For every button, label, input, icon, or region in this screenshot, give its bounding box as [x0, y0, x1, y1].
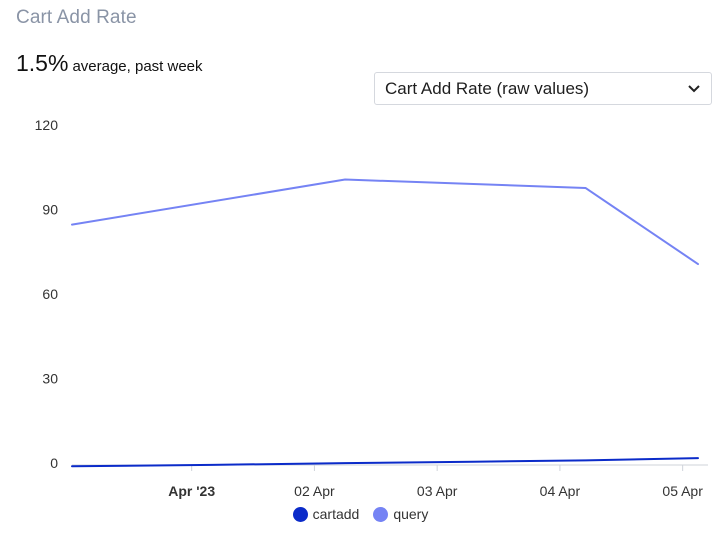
series-line-query — [71, 178, 699, 266]
metric-dropdown-label: Cart Add Rate (raw values) — [385, 78, 590, 98]
x-tick-label: 03 Apr — [417, 483, 458, 499]
legend-swatch — [373, 506, 389, 522]
chart-legend: cartadd query — [0, 506, 721, 522]
chevron-down-icon — [687, 84, 701, 94]
legend-item-cartadd[interactable]: cartadd — [292, 506, 360, 522]
y-tick-label: 0 — [50, 455, 58, 471]
chart-title: Cart Add Rate — [16, 7, 137, 28]
y-tick-label: 30 — [42, 371, 58, 387]
x-tick-label: 05 Apr — [662, 483, 703, 499]
x-tick-label: 02 Apr — [294, 483, 335, 499]
metric-dropdown[interactable]: Cart Add Rate (raw values) — [374, 72, 712, 105]
y-tick-label: 120 — [35, 117, 59, 133]
legend-label: cartadd — [312, 506, 360, 522]
legend-label: query — [393, 506, 429, 522]
y-tick-label: 90 — [42, 202, 58, 218]
x-tick-label: 04 Apr — [540, 483, 581, 499]
stat-value: 1.5% — [16, 50, 69, 76]
stat-caption: average, past week — [72, 58, 203, 75]
legend-swatch — [292, 506, 308, 522]
legend-item-query[interactable]: query — [373, 506, 428, 522]
x-tick-label: Apr '23 — [168, 483, 215, 499]
series-line-cartadd — [71, 457, 699, 468]
y-tick-label: 60 — [42, 286, 58, 302]
summary-stat: 1.5% average, past week — [16, 50, 203, 77]
